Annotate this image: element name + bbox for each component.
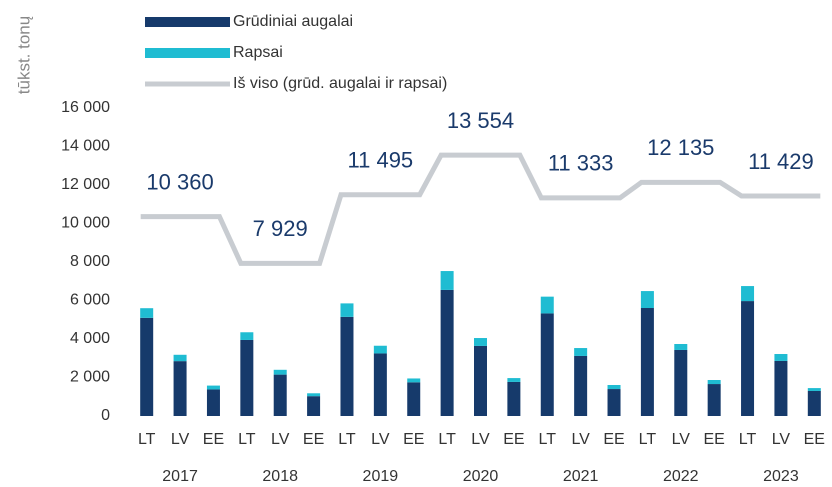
bar	[507, 378, 521, 382]
y-tick-label: 14 000	[61, 138, 110, 155]
legend-label: Iš viso (grūd. augalai ir rapsai)	[233, 75, 447, 92]
x-tick-label: LV	[471, 431, 490, 448]
data-label: 10 360	[146, 169, 213, 194]
y-tick-label: 10 000	[61, 215, 110, 232]
bar	[173, 361, 187, 416]
bar	[240, 332, 254, 340]
x-tick-label: EE	[703, 431, 724, 448]
x-tick-label: EE	[603, 431, 624, 448]
data-label: 12 135	[647, 135, 714, 160]
bar	[774, 360, 788, 416]
bar	[774, 354, 788, 361]
bar	[340, 316, 354, 416]
x-tick-label: LT	[739, 431, 757, 448]
bar	[674, 349, 688, 416]
group-label: 2019	[363, 468, 399, 485]
bar	[474, 345, 487, 416]
bar	[574, 348, 588, 356]
x-tick-label: EE	[403, 431, 424, 448]
x-tick-label: LV	[672, 431, 691, 448]
bar	[407, 378, 421, 383]
bar	[340, 303, 354, 317]
y-tick-label: 8 000	[70, 253, 110, 270]
y-tick-label: 4 000	[70, 330, 110, 347]
group-label: 2021	[563, 468, 599, 485]
x-tick-label: LV	[271, 431, 290, 448]
y-axis-label: tūkst. tonų	[14, 16, 33, 94]
bar	[273, 369, 287, 375]
legend-swatch	[145, 17, 230, 27]
y-tick-label: 12 000	[61, 176, 110, 193]
bar	[407, 382, 421, 416]
legend-swatch	[145, 48, 230, 58]
x-tick-label: LV	[171, 431, 190, 448]
x-tick-label: EE	[503, 431, 524, 448]
bar	[140, 308, 154, 318]
bar	[607, 385, 621, 390]
bar	[206, 385, 220, 390]
total-line	[140, 152, 821, 266]
bar	[440, 289, 454, 416]
group-label: 2020	[463, 468, 499, 485]
bar	[741, 286, 755, 302]
bar	[206, 389, 220, 416]
x-tick-label: EE	[804, 431, 825, 448]
y-tick-label: 6 000	[70, 292, 110, 309]
x-tick-label: LT	[138, 431, 156, 448]
x-tick-label: LT	[438, 431, 456, 448]
x-tick-label: LV	[571, 431, 590, 448]
legend-label: Rapsai	[233, 44, 283, 61]
bar	[373, 345, 387, 354]
bar	[674, 344, 688, 350]
bar	[707, 380, 721, 385]
bar	[440, 271, 454, 290]
data-label: 11 495	[348, 148, 414, 173]
bar	[807, 390, 821, 416]
y-tick-label: 0	[101, 407, 110, 424]
bar	[707, 384, 721, 416]
x-tick-label: EE	[203, 431, 224, 448]
bar	[640, 308, 654, 416]
x-tick-label: LV	[371, 431, 390, 448]
group-label: 2017	[162, 468, 198, 485]
bar	[640, 291, 654, 309]
y-tick-label: 16 000	[61, 99, 110, 116]
legend-label: Grūdiniai augalai	[233, 13, 353, 30]
bar	[607, 389, 621, 416]
bar	[273, 374, 287, 416]
y-tick-label: 2 000	[70, 369, 110, 386]
x-tick-label: EE	[303, 431, 324, 448]
group-label: 2023	[763, 468, 799, 485]
bar	[307, 393, 321, 397]
x-tick-label: LT	[639, 431, 657, 448]
x-tick-label: LT	[539, 431, 557, 448]
bar	[307, 396, 321, 416]
bar	[173, 354, 187, 362]
bar	[373, 353, 387, 416]
x-tick-label: LT	[238, 431, 256, 448]
bar	[574, 355, 588, 416]
x-tick-label: LT	[338, 431, 356, 448]
bar	[507, 381, 521, 416]
bar	[474, 338, 487, 346]
data-label: 13 554	[447, 108, 514, 133]
x-tick-label: LV	[772, 431, 791, 448]
bar	[240, 339, 254, 416]
group-label: 2018	[262, 468, 298, 485]
bar	[540, 313, 554, 416]
bar	[807, 388, 821, 391]
group-label: 2022	[663, 468, 699, 485]
data-label: 11 333	[548, 151, 614, 176]
bar	[540, 296, 554, 314]
data-label: 11 429	[748, 149, 814, 174]
bar	[140, 317, 154, 416]
bar	[741, 301, 755, 416]
data-label: 7 929	[253, 216, 308, 241]
